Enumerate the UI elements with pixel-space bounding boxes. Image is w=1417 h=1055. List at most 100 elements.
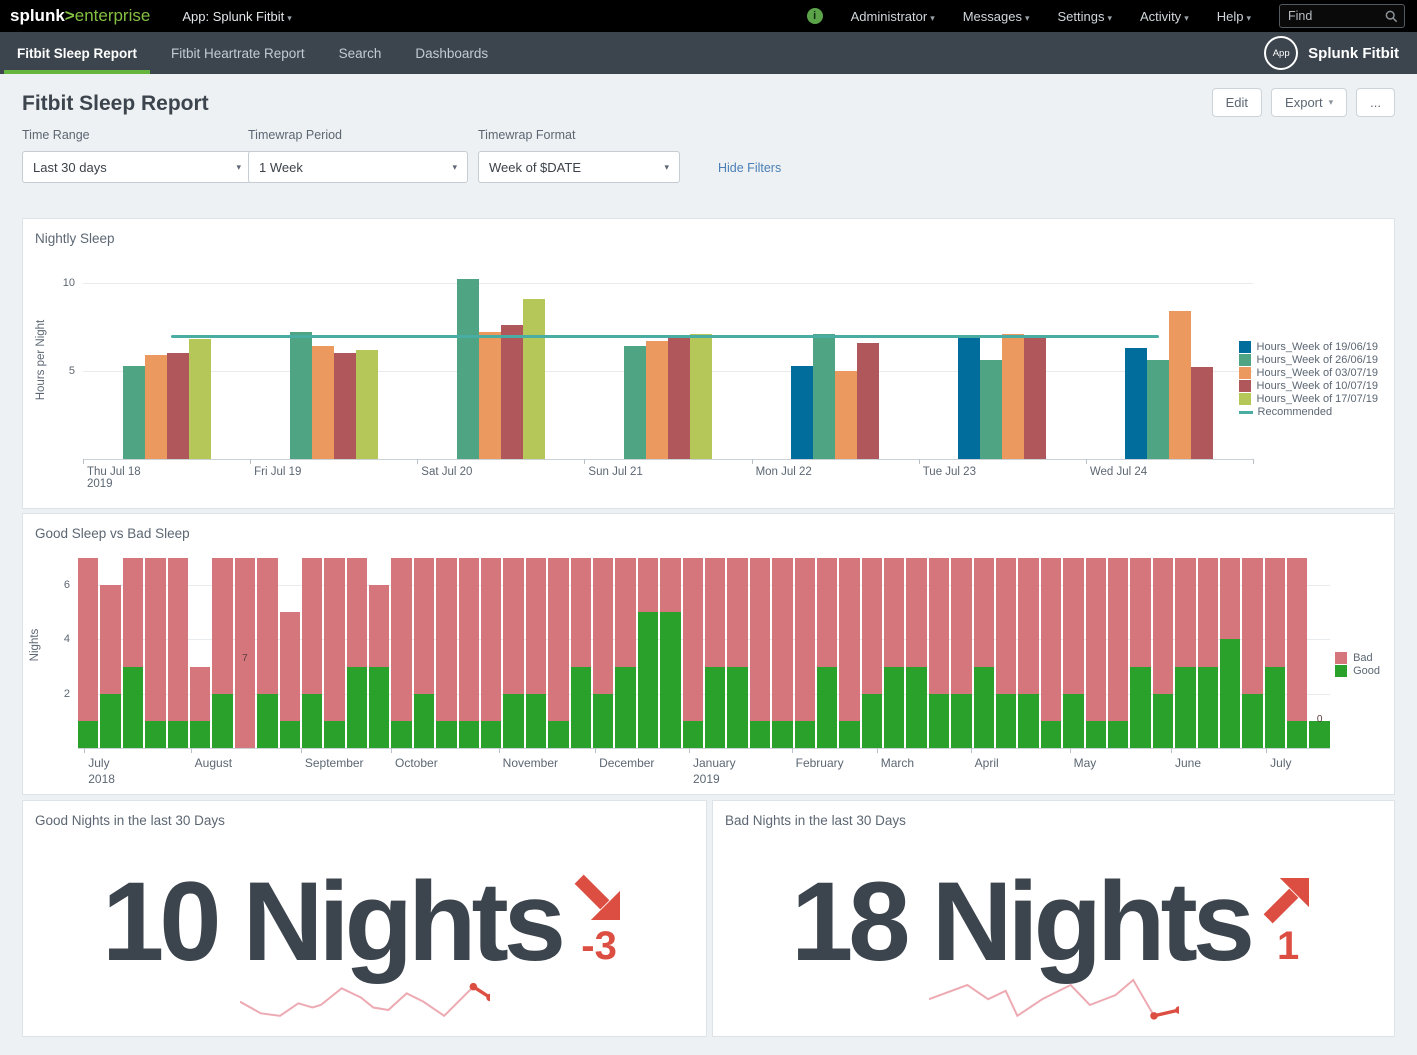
export-button[interactable]: Export ▾ xyxy=(1271,88,1348,117)
stacked-bar[interactable] xyxy=(928,558,950,748)
stacked-bar[interactable] xyxy=(1018,558,1039,748)
time-range-select[interactable]: Last 30 days ▾ xyxy=(22,151,252,183)
stacked-bar[interactable] xyxy=(749,558,771,748)
stacked-bar[interactable] xyxy=(257,558,278,748)
stacked-bar[interactable] xyxy=(951,558,972,748)
tab-fitbit-heartrate-report[interactable]: Fitbit Heartrate Report xyxy=(171,45,305,61)
bar[interactable] xyxy=(456,279,479,459)
stacked-bar[interactable] xyxy=(436,558,457,748)
search-icon[interactable] xyxy=(1385,10,1398,23)
bar[interactable] xyxy=(689,333,712,459)
bar[interactable] xyxy=(311,346,334,459)
edit-button[interactable]: Edit xyxy=(1211,88,1263,117)
splunk-logo[interactable]: splunk>enterprise xyxy=(10,6,150,26)
legend-item[interactable]: Hours_Week of 17/07/19 xyxy=(1238,393,1378,405)
stacked-bar[interactable] xyxy=(78,558,99,748)
bar[interactable] xyxy=(623,346,646,459)
timewrap-format-select[interactable]: Week of $DATE ▾ xyxy=(478,151,680,183)
legend-item[interactable]: Hours_Week of 03/07/19 xyxy=(1238,367,1378,379)
stacked-bar[interactable] xyxy=(1197,558,1218,748)
topbar-menu-help[interactable]: Help ▾ xyxy=(1216,8,1251,24)
stacked-bar[interactable] xyxy=(906,558,927,748)
stacked-bar[interactable] xyxy=(503,558,524,748)
stacked-bar[interactable] xyxy=(324,558,345,748)
legend-item[interactable]: Hours_Week of 10/07/19 xyxy=(1238,380,1378,392)
topbar-menu-activity[interactable]: Activity ▾ xyxy=(1140,8,1189,24)
stacked-bar[interactable] xyxy=(861,558,883,748)
stacked-bar[interactable] xyxy=(839,558,860,748)
bar[interactable] xyxy=(667,337,690,459)
tab-fitbit-sleep-report[interactable]: Fitbit Sleep Report xyxy=(0,32,154,74)
stacked-bar[interactable] xyxy=(637,558,659,748)
stacked-bar[interactable] xyxy=(973,558,995,748)
bar[interactable] xyxy=(1125,347,1148,459)
bar[interactable] xyxy=(166,353,189,459)
stacked-bar[interactable]: 0 xyxy=(1309,714,1330,748)
topbar-menu-messages[interactable]: Messages ▾ xyxy=(962,8,1030,24)
stacked-bar[interactable] xyxy=(145,558,166,748)
bar[interactable] xyxy=(144,354,167,459)
stacked-bar[interactable] xyxy=(682,558,703,748)
stacked-bar[interactable] xyxy=(1152,558,1174,748)
bar[interactable] xyxy=(645,340,668,459)
legend-item-recommended[interactable]: Recommended xyxy=(1238,406,1378,418)
app-context-menu[interactable]: App: Splunk Fitbit ▾ xyxy=(182,8,292,24)
bar[interactable] xyxy=(122,365,145,459)
stacked-bar[interactable] xyxy=(391,558,412,748)
stacked-bar[interactable] xyxy=(122,558,144,748)
stacked-bar[interactable] xyxy=(346,558,368,748)
stacked-bar[interactable] xyxy=(1085,558,1106,748)
stacked-bar[interactable] xyxy=(615,558,636,748)
bar[interactable] xyxy=(1024,337,1047,459)
legend-item[interactable]: Hours_Week of 19/06/19 xyxy=(1238,341,1378,353)
stacked-bar[interactable] xyxy=(996,558,1017,748)
stacked-bar[interactable] xyxy=(884,558,905,748)
stacked-bar[interactable] xyxy=(1242,558,1263,748)
stacked-bar[interactable] xyxy=(189,666,211,748)
bar[interactable] xyxy=(1169,310,1192,459)
stacked-bar[interactable]: 7 xyxy=(234,558,256,748)
stacked-bar[interactable] xyxy=(100,585,121,748)
legend-item[interactable]: Bad xyxy=(1335,652,1380,664)
bar[interactable] xyxy=(791,365,814,459)
hide-filters-link[interactable]: Hide Filters xyxy=(718,161,782,175)
bar[interactable] xyxy=(355,349,378,459)
more-button[interactable]: ... xyxy=(1356,88,1395,117)
stacked-bar[interactable] xyxy=(704,558,726,748)
bar[interactable] xyxy=(813,333,836,459)
stacked-bar[interactable] xyxy=(816,558,838,748)
stacked-bar[interactable] xyxy=(481,558,502,748)
stacked-bar[interactable] xyxy=(570,558,591,748)
stacked-bar[interactable] xyxy=(167,558,188,748)
bar[interactable] xyxy=(289,332,312,459)
bar[interactable] xyxy=(333,353,356,459)
stacked-bar[interactable] xyxy=(548,558,569,748)
bar[interactable] xyxy=(1191,367,1214,459)
stacked-bar[interactable] xyxy=(369,585,390,748)
stacked-bar[interactable] xyxy=(212,558,233,748)
stacked-bar[interactable] xyxy=(279,612,300,748)
stacked-bar[interactable] xyxy=(1264,558,1286,748)
stacked-bar[interactable] xyxy=(525,558,547,748)
find-search-box[interactable] xyxy=(1279,4,1405,28)
bar[interactable] xyxy=(500,324,523,459)
stacked-bar[interactable] xyxy=(1287,558,1308,748)
bar[interactable] xyxy=(835,370,858,459)
bar[interactable] xyxy=(980,360,1003,459)
tab-dashboards[interactable]: Dashboards xyxy=(415,45,489,61)
topbar-menu-settings[interactable]: Settings ▾ xyxy=(1057,8,1113,24)
stacked-bar[interactable] xyxy=(1040,558,1062,748)
bar[interactable] xyxy=(958,337,981,459)
bar[interactable] xyxy=(522,298,545,459)
legend-item[interactable]: Good xyxy=(1335,665,1380,677)
stacked-bar[interactable] xyxy=(727,558,748,748)
stacked-bar[interactable] xyxy=(458,558,480,748)
tab-search[interactable]: Search xyxy=(338,45,382,61)
timewrap-period-select[interactable]: 1 Week ▾ xyxy=(248,151,468,183)
stacked-bar[interactable] xyxy=(413,558,435,748)
stacked-bar[interactable] xyxy=(794,558,815,748)
stacked-bar[interactable] xyxy=(772,558,793,748)
bar[interactable] xyxy=(1002,333,1025,459)
bar[interactable] xyxy=(478,332,501,459)
stacked-bar[interactable] xyxy=(592,558,614,748)
